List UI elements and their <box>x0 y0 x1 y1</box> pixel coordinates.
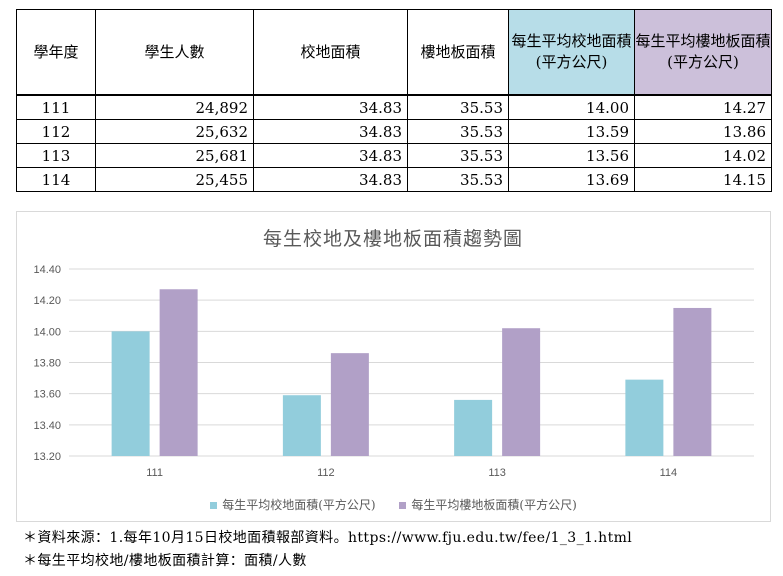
source-note: ＊資料來源：1.每年10月15日校地面積報部資料。https://www.fju… <box>23 530 633 546</box>
chart-axis-labels: 13.20 13.40 13.60 13.80 14.00 14.20 14.40 111 11… <box>33 264 677 479</box>
table-row: 114 25,455 34.83 35.53 13.69 14.15 <box>16 167 772 192</box>
header-students: 學生人數 <box>95 9 254 96</box>
table-row: 113 25,681 34.83 35.53 13.56 14.02 <box>16 143 772 168</box>
legend-item-floor: 每生平均樓地板面積(平方公尺) <box>399 496 577 513</box>
cell-floor-area: 35.53 <box>407 94 509 120</box>
bar-112-series-1 <box>330 353 369 456</box>
y-tick-label: 13.80 <box>33 358 61 370</box>
area-statistics-table: 學年度 學生人數 校地面積 樓地板面積 每生平均校地面積(平方公尺) 每生平均樓… <box>16 9 772 192</box>
cell-year: 111 <box>16 94 96 120</box>
formula-note: ＊每生平均校地/樓地板面積計算：面積/人數 <box>23 553 307 569</box>
legend-label-floor: 每生平均樓地板面積(平方公尺) <box>411 498 577 512</box>
cell-campus-per-student: 13.69 <box>508 167 635 192</box>
cell-year: 114 <box>16 167 96 192</box>
table-header-row: 學年度 學生人數 校地面積 樓地板面積 每生平均校地面積(平方公尺) 每生平均樓… <box>16 9 772 96</box>
bar-112-series-0 <box>282 395 321 456</box>
cell-floor-area: 35.53 <box>407 143 509 168</box>
cell-campus-area: 34.83 <box>253 94 408 120</box>
cell-campus-area: 34.83 <box>253 167 408 192</box>
cell-floor-area: 35.53 <box>407 119 509 144</box>
cell-students: 25,681 <box>95 143 254 168</box>
bar-113-series-1 <box>502 328 541 456</box>
y-tick-label: 14.00 <box>33 326 61 338</box>
legend-label-campus: 每生平均校地面積(平方公尺) <box>222 498 376 512</box>
header-campus-per-student: 每生平均校地面積(平方公尺) <box>508 9 635 96</box>
cell-year: 113 <box>16 143 96 168</box>
cell-campus-area: 34.83 <box>253 143 408 168</box>
cell-floor-per-student: 14.27 <box>634 94 772 120</box>
legend-swatch-floor <box>399 502 407 509</box>
y-tick-label: 14.20 <box>33 295 61 307</box>
chart-bars <box>111 289 712 456</box>
cell-floor-per-student: 14.02 <box>634 143 772 168</box>
bar-111-series-1 <box>159 289 198 456</box>
cell-floor-per-student: 13.86 <box>634 119 772 144</box>
x-tick-label: 111 <box>146 467 163 479</box>
trend-chart: 每生校地及樓地板面積趨勢圖 13.20 13.40 13.60 13.80 14.00 1… <box>16 211 771 522</box>
cell-year: 112 <box>16 119 96 144</box>
x-tick-label: 112 <box>317 467 335 479</box>
cell-students: 24,892 <box>95 94 254 120</box>
chart-title: 每生校地及樓地板面積趨勢圖 <box>263 228 523 250</box>
y-tick-label: 13.20 <box>33 451 61 463</box>
header-floor-per-student: 每生平均樓地板面積(平方公尺) <box>634 9 772 96</box>
table-row: 112 25,632 34.83 35.53 13.59 13.86 <box>16 119 772 144</box>
header-year: 學年度 <box>16 9 96 96</box>
legend-swatch-campus <box>210 502 218 509</box>
cell-students: 25,632 <box>95 119 254 144</box>
table-row: 111 24,892 34.83 35.53 14.00 14.27 <box>16 94 772 120</box>
cell-campus-per-student: 14.00 <box>508 94 635 120</box>
x-tick-label: 113 <box>488 467 506 479</box>
header-campus-area: 校地面積 <box>253 9 408 96</box>
bar-114-series-1 <box>673 307 712 456</box>
cell-campus-area: 34.83 <box>253 119 408 144</box>
cell-campus-per-student: 13.56 <box>508 143 635 168</box>
cell-students: 25,455 <box>95 167 254 192</box>
y-tick-label: 13.40 <box>33 420 61 432</box>
y-tick-label: 14.40 <box>33 264 61 276</box>
y-tick-label: 13.60 <box>33 389 61 401</box>
x-tick-label: 114 <box>660 467 678 479</box>
bar-114-series-0 <box>625 379 664 456</box>
chart-canvas: 每生校地及樓地板面積趨勢圖 13.2013.4013.6013.8014.001… <box>33 228 754 479</box>
header-floor-area: 樓地板面積 <box>407 9 509 96</box>
cell-campus-per-student: 13.59 <box>508 119 635 144</box>
bar-111-series-0 <box>111 331 150 456</box>
cell-floor-area: 35.53 <box>407 167 509 192</box>
bar-113-series-0 <box>454 399 493 456</box>
chart-legend: 每生平均校地面積(平方公尺) 每生平均樓地板面積(平方公尺) <box>17 496 770 513</box>
cell-floor-per-student: 14.15 <box>634 167 772 192</box>
legend-item-campus: 每生平均校地面積(平方公尺) <box>210 496 376 513</box>
